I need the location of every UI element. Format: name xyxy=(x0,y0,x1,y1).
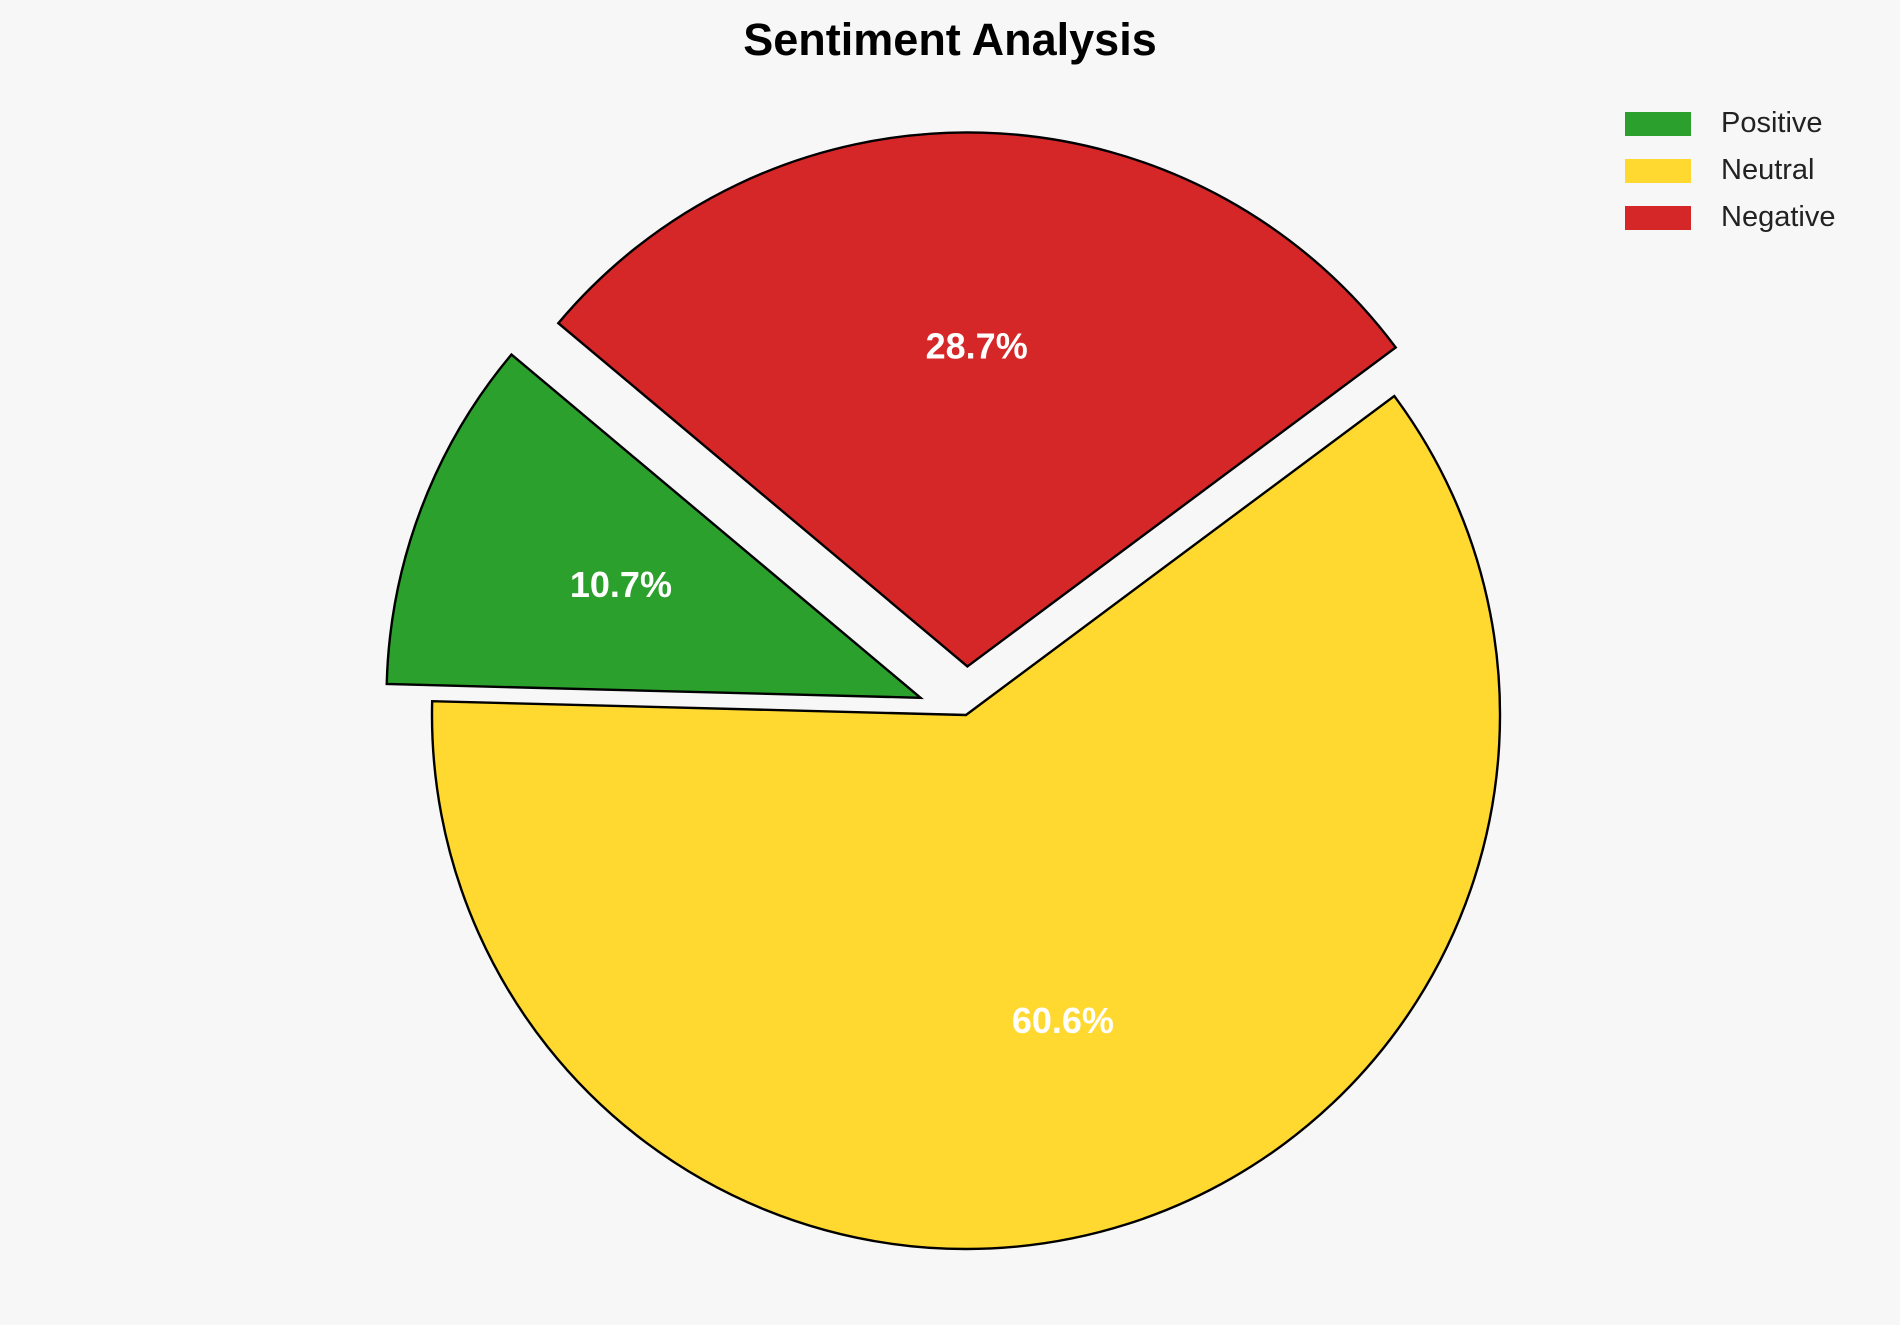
pie-label-neutral: 60.6% xyxy=(1012,1000,1114,1041)
legend-item-neutral: Neutral xyxy=(1625,147,1835,194)
legend-swatch-negative xyxy=(1625,205,1691,230)
legend-swatch-positive xyxy=(1625,111,1691,136)
legend-item-positive: Positive xyxy=(1625,100,1835,147)
legend-label-neutral: Neutral xyxy=(1721,154,1815,186)
pie-label-positive: 10.7% xyxy=(570,564,672,605)
legend-label-negative: Negative xyxy=(1721,201,1836,233)
chart-title: Sentiment Analysis xyxy=(743,14,1157,65)
pie-label-negative: 28.7% xyxy=(926,326,1028,367)
pie-slice-neutral xyxy=(430,394,1502,1251)
legend-item-negative: Negative xyxy=(1625,194,1835,241)
legend-label-positive: Positive xyxy=(1721,107,1823,139)
pie-slice-negative xyxy=(556,131,1398,668)
pie-slice-positive xyxy=(385,352,924,700)
legend-swatch-neutral xyxy=(1625,158,1691,183)
legend: Positive Neutral Negative xyxy=(1625,100,1835,241)
